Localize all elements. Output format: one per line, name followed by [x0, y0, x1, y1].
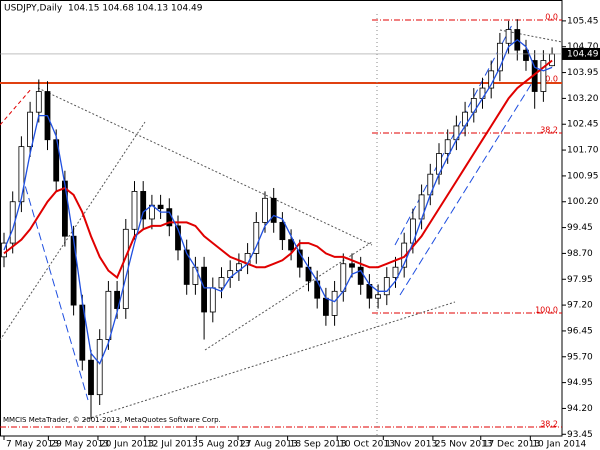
candle-body: [218, 277, 225, 289]
y-tick-label: 97.95: [567, 275, 593, 285]
y-tick-label: 95.70: [567, 352, 593, 362]
candle-body: [331, 290, 338, 316]
fibo-label: 0.0: [545, 13, 558, 22]
y-tick-label: 94.20: [567, 404, 593, 414]
y-tick-label: 96.45: [567, 326, 593, 336]
candle-body: [540, 60, 547, 92]
candle-body: [392, 266, 399, 278]
candle-body: [357, 266, 364, 285]
candle-body: [88, 359, 94, 396]
y-tick-label: 103.95: [567, 68, 599, 78]
candle-body: [262, 197, 268, 223]
x-tick-label: 5 Aug 2013: [198, 440, 250, 450]
watermark: MMCIS MetaTrader, © 2001-2013, MetaQuote…: [3, 416, 221, 424]
candle-body: [140, 191, 147, 220]
candle-body: [322, 297, 329, 316]
candles: [1, 19, 555, 419]
y-tick-label: 94.95: [567, 378, 593, 388]
price-label-box: [562, 47, 600, 60]
candle-body: [35, 91, 42, 113]
x-tick-label: 20 Jun 2013: [100, 440, 154, 450]
fibo-label: 100.0: [535, 306, 558, 315]
chart-title: USDJPY,Daily 104.15 104.68 104.13 104.49: [4, 4, 203, 14]
candle-body: [523, 49, 529, 61]
candle-body: [349, 263, 355, 268]
fibo-label: 38.2: [540, 420, 558, 429]
candle-body: [201, 266, 207, 313]
candle-body: [505, 29, 512, 44]
fibo-label: 0.0: [545, 75, 558, 84]
x-tick-label: 17 Dec 2013: [483, 440, 540, 450]
x-tick-label: 10 Jan 2014: [532, 440, 586, 450]
candle-body: [209, 287, 216, 313]
candle-body: [183, 249, 190, 285]
candle-body: [296, 249, 303, 268]
y-tick-label: 103.20: [567, 94, 599, 104]
trendline: [37, 87, 373, 246]
candle-body: [444, 139, 451, 154]
candle-body: [279, 222, 286, 241]
fibo-label: 38.2: [540, 126, 558, 135]
candle-body: [70, 235, 77, 306]
candle-body: [18, 146, 25, 203]
x-tick-label: 25 Nov 2013: [435, 440, 493, 450]
candle-body: [131, 191, 138, 230]
trendline: [204, 241, 373, 351]
candle-body: [288, 239, 294, 251]
trendline: [83, 301, 456, 421]
channel-line: [399, 69, 541, 296]
x-tick-label: 10 Oct 2013: [339, 440, 395, 450]
candle-body: [270, 197, 277, 223]
y-tick-label: 102.45: [567, 120, 599, 130]
y-tick-label: 101.70: [567, 146, 599, 156]
channel-line: [0, 87, 33, 126]
candle-body: [96, 339, 103, 396]
candle-body: [496, 42, 503, 72]
x-tick-label: 12 Jul 2013: [147, 440, 198, 450]
plot-frame: [0, 0, 563, 437]
y-tick-label: 97.20: [567, 301, 593, 311]
x-tick-label: 18 Sep 2013: [290, 440, 347, 450]
candle-body: [157, 204, 164, 210]
moving-average: [3, 38, 553, 365]
y-tick-label: 104.70: [567, 42, 599, 52]
trendline: [499, 29, 563, 43]
x-tick-label: 7 May 2013: [6, 440, 59, 450]
y-tick-label: 99.45: [567, 223, 593, 233]
y-tick-label: 93.45: [567, 430, 593, 440]
candle-body: [549, 53, 555, 67]
candle-body: [253, 222, 260, 254]
x-tick-label: 29 May 2013: [50, 440, 109, 450]
candle-body: [27, 111, 34, 148]
y-tick-label: 98.70: [567, 249, 593, 259]
price-label: 104.49: [567, 49, 599, 59]
moving-average: [3, 59, 553, 280]
candle-body: [105, 290, 112, 340]
y-tick-label: 100.20: [567, 197, 599, 207]
candle-body: [383, 277, 390, 296]
channel-line: [21, 174, 89, 401]
candle-body: [375, 294, 381, 299]
x-tick-label: 1 Nov 2013: [385, 440, 437, 450]
y-tick-label: 105.45: [567, 16, 599, 26]
y-tick-label: 100.95: [567, 171, 599, 181]
x-tick-label: 27 Aug 2013: [240, 440, 298, 450]
